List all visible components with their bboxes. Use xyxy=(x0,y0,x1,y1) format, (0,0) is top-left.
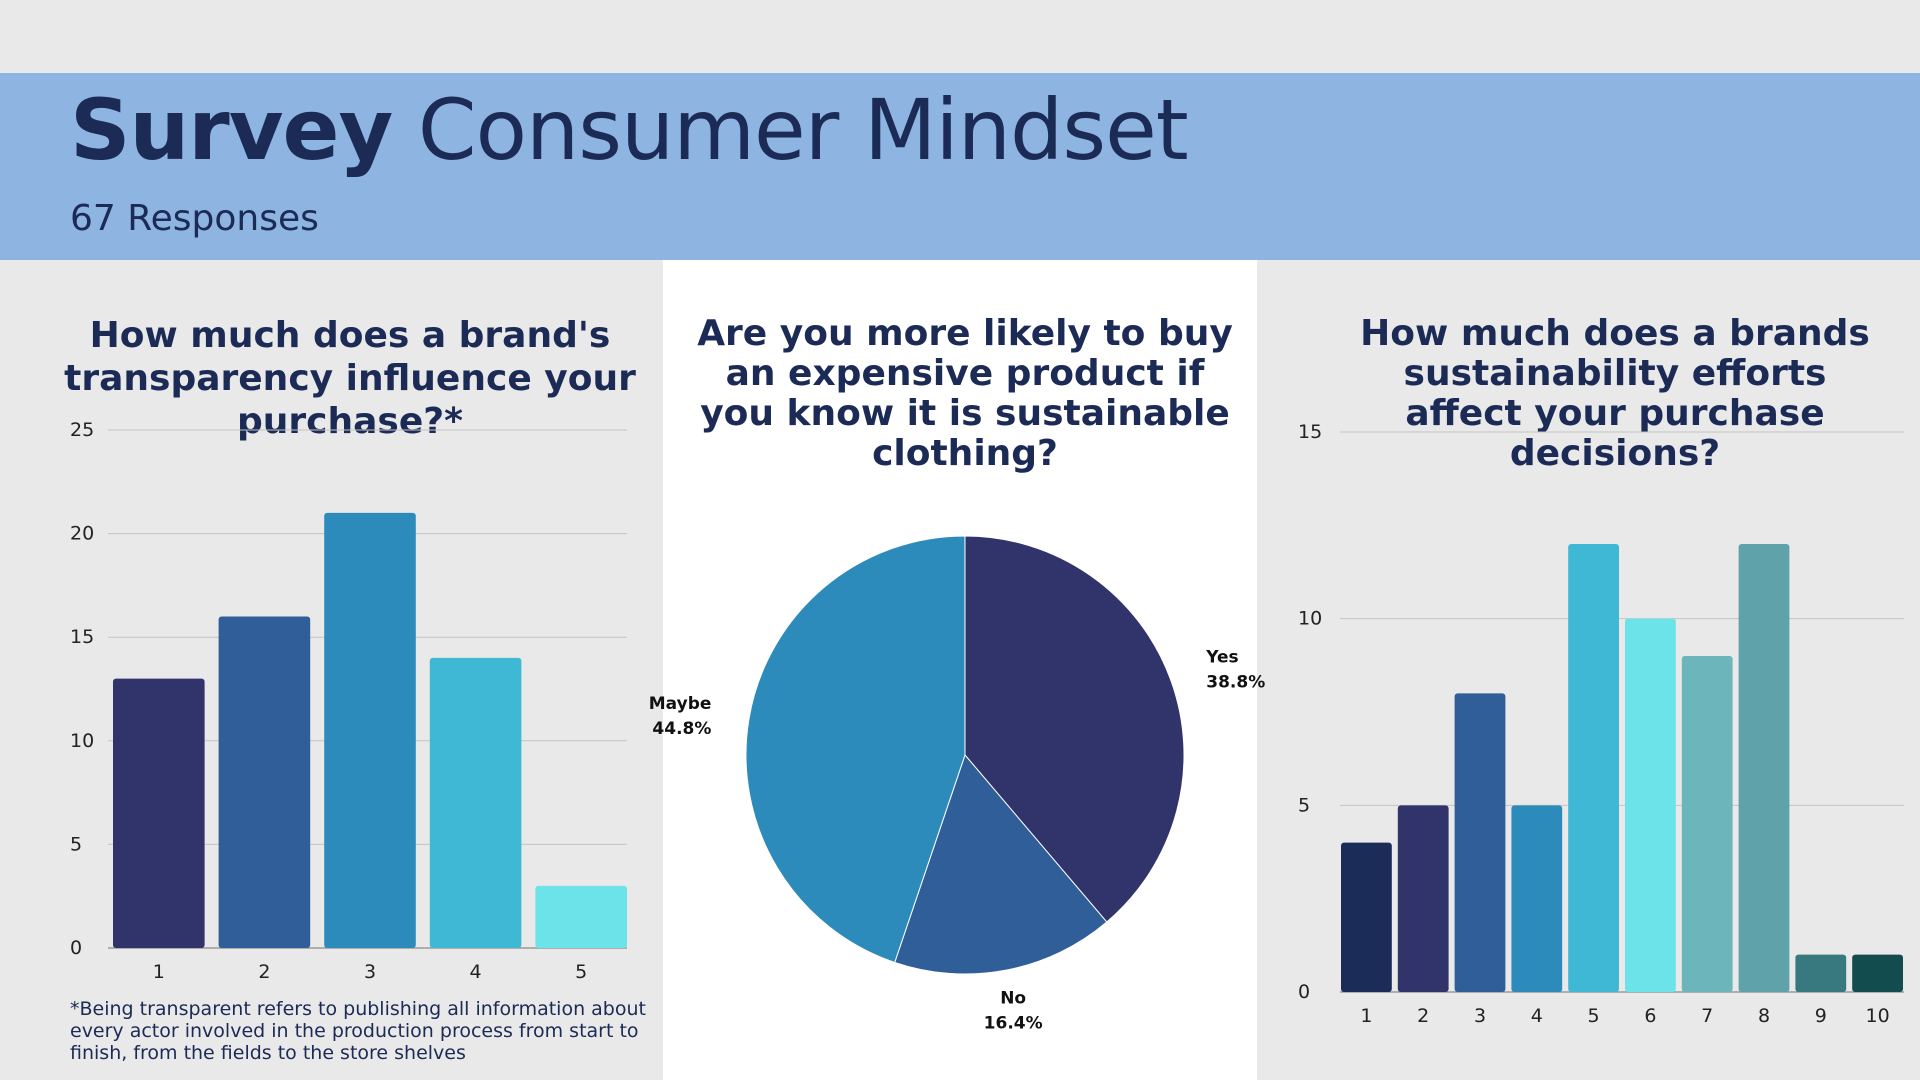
x-tick-2-5: 6 xyxy=(1644,1005,1656,1027)
y-tick-0-0: 0 xyxy=(70,937,82,959)
y-tick-0-2: 10 xyxy=(70,730,94,752)
x-tick-2-8: 9 xyxy=(1815,1005,1827,1027)
header-banner xyxy=(0,73,1920,260)
bar-0-0 xyxy=(113,678,205,948)
bar-2-7 xyxy=(1738,544,1790,992)
response-count: 67 Responses xyxy=(70,198,319,239)
x-tick-0-4: 5 xyxy=(575,961,587,983)
bar-2-9 xyxy=(1852,954,1903,992)
pie-slice-maybe xyxy=(745,535,966,964)
y-tick-0-3: 15 xyxy=(70,626,94,648)
footnote: *Being transparent refers to publishing … xyxy=(70,998,646,1064)
chart-title-expensive-product: Are you more likely to buy an expensive … xyxy=(697,313,1233,474)
pie-percent-yes: 38.8% xyxy=(1206,672,1265,692)
pie-slice-yes xyxy=(964,535,1185,923)
page-title: Survey Consumer Mindset xyxy=(70,88,1189,172)
x-tick-2-9: 10 xyxy=(1866,1005,1890,1027)
x-tick-2-1: 2 xyxy=(1417,1005,1429,1027)
bar-2-0 xyxy=(1341,842,1392,992)
bar-2-8 xyxy=(1795,954,1847,992)
page-title-rest: Consumer Mindset xyxy=(417,81,1189,179)
chart-title-transparency: How much does a brand's transparency inf… xyxy=(64,315,636,442)
y-tick-2-0: 0 xyxy=(1298,981,1310,1003)
bar-2-5 xyxy=(1625,618,1676,992)
page-title-bold: Survey xyxy=(70,81,393,179)
pie-slice-no xyxy=(894,754,1108,975)
x-tick-2-7: 8 xyxy=(1758,1005,1770,1027)
top-strip xyxy=(0,0,1920,73)
bar-0-4 xyxy=(535,885,627,948)
x-tick-0-3: 4 xyxy=(470,961,482,983)
bar-2-6 xyxy=(1681,656,1733,992)
x-tick-2-0: 1 xyxy=(1360,1005,1372,1027)
chart-title-sustainability: How much does a brands sustainability ef… xyxy=(1360,313,1870,474)
x-tick-2-2: 3 xyxy=(1474,1005,1486,1027)
bar-2-3 xyxy=(1511,805,1563,992)
y-tick-2-1: 5 xyxy=(1298,794,1310,816)
pie-percent-maybe: 44.8% xyxy=(652,719,711,739)
y-tick-2-3: 15 xyxy=(1298,421,1322,443)
x-tick-0-1: 2 xyxy=(258,961,270,983)
x-tick-0-0: 1 xyxy=(153,961,165,983)
pie-label-yes: Yes xyxy=(1205,647,1238,667)
pie-label-no: No xyxy=(1000,988,1026,1008)
x-tick-2-3: 4 xyxy=(1531,1005,1543,1027)
x-tick-0-2: 3 xyxy=(364,961,376,983)
y-tick-0-5: 25 xyxy=(70,419,94,441)
x-tick-2-6: 7 xyxy=(1701,1005,1713,1027)
x-tick-2-4: 5 xyxy=(1588,1005,1600,1027)
bar-0-2 xyxy=(324,512,416,948)
pie-label-maybe: Maybe xyxy=(649,694,712,714)
bar-2-1 xyxy=(1397,805,1449,992)
bar-2-2 xyxy=(1454,693,1506,992)
bar-0-3 xyxy=(429,657,522,948)
y-tick-0-1: 5 xyxy=(70,833,82,855)
pie-percent-no: 16.4% xyxy=(984,1013,1043,1033)
y-tick-2-2: 10 xyxy=(1298,608,1322,630)
y-tick-0-4: 20 xyxy=(70,523,94,545)
bar-0-1 xyxy=(218,616,311,948)
bar-2-4 xyxy=(1568,544,1619,992)
